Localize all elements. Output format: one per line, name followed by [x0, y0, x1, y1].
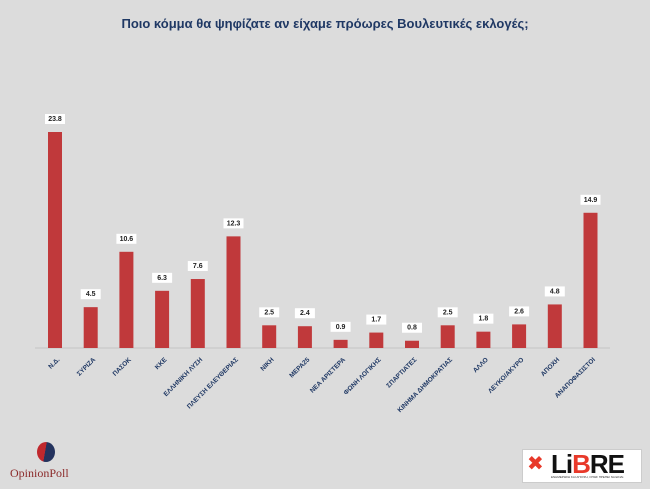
data-label-box	[80, 289, 101, 300]
data-label-box	[366, 314, 387, 325]
data-label-box	[544, 286, 565, 297]
bar	[190, 279, 205, 348]
data-label: 0.9	[336, 324, 346, 331]
data-label: 14.9	[584, 197, 598, 204]
bar	[440, 325, 455, 348]
bar	[226, 236, 241, 348]
data-label: 6.3	[157, 275, 167, 282]
data-label-box	[402, 322, 422, 333]
bar	[369, 332, 384, 348]
category-label: ΑΝΑΠΟΦΑΣΙΣΤΟΙ	[554, 356, 597, 399]
data-label: 0.8	[407, 325, 417, 332]
bar	[155, 290, 170, 348]
libre-tagline: ΕΝΗΜΕΡΩΣΗ ΚΑΙ ΑΠΟΨΗ, ΟΠΩΣ ΠΡΕΠΕΙ ΝΑ ΕΙΝΑ…	[551, 475, 625, 479]
data-label: 2.5	[264, 309, 274, 316]
libre-logo-text: LiBRE	[551, 449, 625, 479]
category-label: Ν.Δ.	[47, 356, 61, 370]
data-label: 1.8	[479, 316, 489, 323]
category-label: ΛΕΥΚΟ/ΑΚΥΡΟ	[487, 356, 525, 394]
data-label: 4.5	[86, 291, 96, 298]
category-label: ΑΠΟΧΗ	[540, 356, 562, 378]
data-label-box	[223, 218, 244, 229]
bar-chart: 23.8 Ν.Δ. 4.5 ΣΥΡΙΖΑ 10.6 ΠΑΣΟΚ 6.3 ΚΚΕ 7.6 ΕΛΛΗΝ…	[35, 114, 610, 414]
libre-logo: ✖ LiBRE ΕΝΗΜΕΡΩΣΗ ΚΑΙ ΑΠΟΨΗ, ΟΠΩΣ ΠΡΕΠΕΙ…	[522, 449, 642, 483]
data-label-box	[45, 114, 65, 124]
category-label: ΦΩΝΗ ΛΟΓΙΚΗΣ	[343, 356, 383, 396]
category-label: ΜΕΡΑ25	[288, 356, 311, 379]
category-label: ΝΙΚΗ	[259, 356, 275, 372]
libre-emblem-icon: ✖	[527, 453, 544, 475]
data-label: 2.4	[300, 310, 310, 317]
category-label: ΣΠΑΡΤΙΑΤΕΣ	[385, 356, 418, 389]
bar	[119, 251, 134, 348]
data-label-box	[509, 306, 530, 317]
data-label-box	[437, 307, 458, 318]
data-label-box	[580, 194, 601, 205]
data-label: 10.6	[120, 236, 134, 243]
bar	[405, 340, 419, 348]
category-label: ΣΥΡΙΖΑ	[76, 356, 97, 377]
category-label: ΝΕΑ ΑΡΙΣΤΕΡΑ	[309, 356, 347, 394]
bar	[262, 325, 277, 348]
bar	[48, 132, 62, 348]
category-label: ΚΚΕ	[154, 356, 169, 371]
bar	[333, 339, 348, 348]
opinionpoll-logo-text: OpinionPoll	[10, 466, 69, 480]
bar	[476, 331, 491, 348]
data-label-box	[187, 261, 208, 272]
data-label: 2.6	[514, 308, 524, 315]
bar	[297, 326, 312, 348]
data-label: 4.8	[550, 288, 560, 295]
data-label-box	[294, 308, 315, 319]
data-label-box	[473, 313, 494, 324]
data-label-box	[152, 272, 173, 283]
data-label: 12.3	[227, 220, 241, 227]
bar	[512, 324, 527, 348]
opinionpoll-circle-icon	[37, 442, 55, 462]
chart-title: Ποιο κόμμα θα ψηφίζατε αν είχαμε πρόωρες…	[121, 16, 529, 31]
category-label: ΠΑΣΟΚ	[112, 356, 133, 377]
data-label-box	[116, 233, 137, 244]
bar	[83, 307, 98, 348]
data-label-box	[259, 307, 280, 318]
category-label: ΑΛΛΟ	[472, 356, 490, 374]
bar	[547, 304, 562, 348]
data-label-box	[330, 321, 351, 332]
data-label: 1.7	[371, 317, 381, 324]
data-label: 7.6	[193, 263, 203, 270]
data-label: 2.5	[443, 309, 453, 316]
bar	[583, 212, 598, 348]
category-label: ΕΛΛΗΝΙΚΗ ΛΥΣΗ	[163, 356, 205, 398]
data-label: 23.8	[48, 116, 62, 123]
